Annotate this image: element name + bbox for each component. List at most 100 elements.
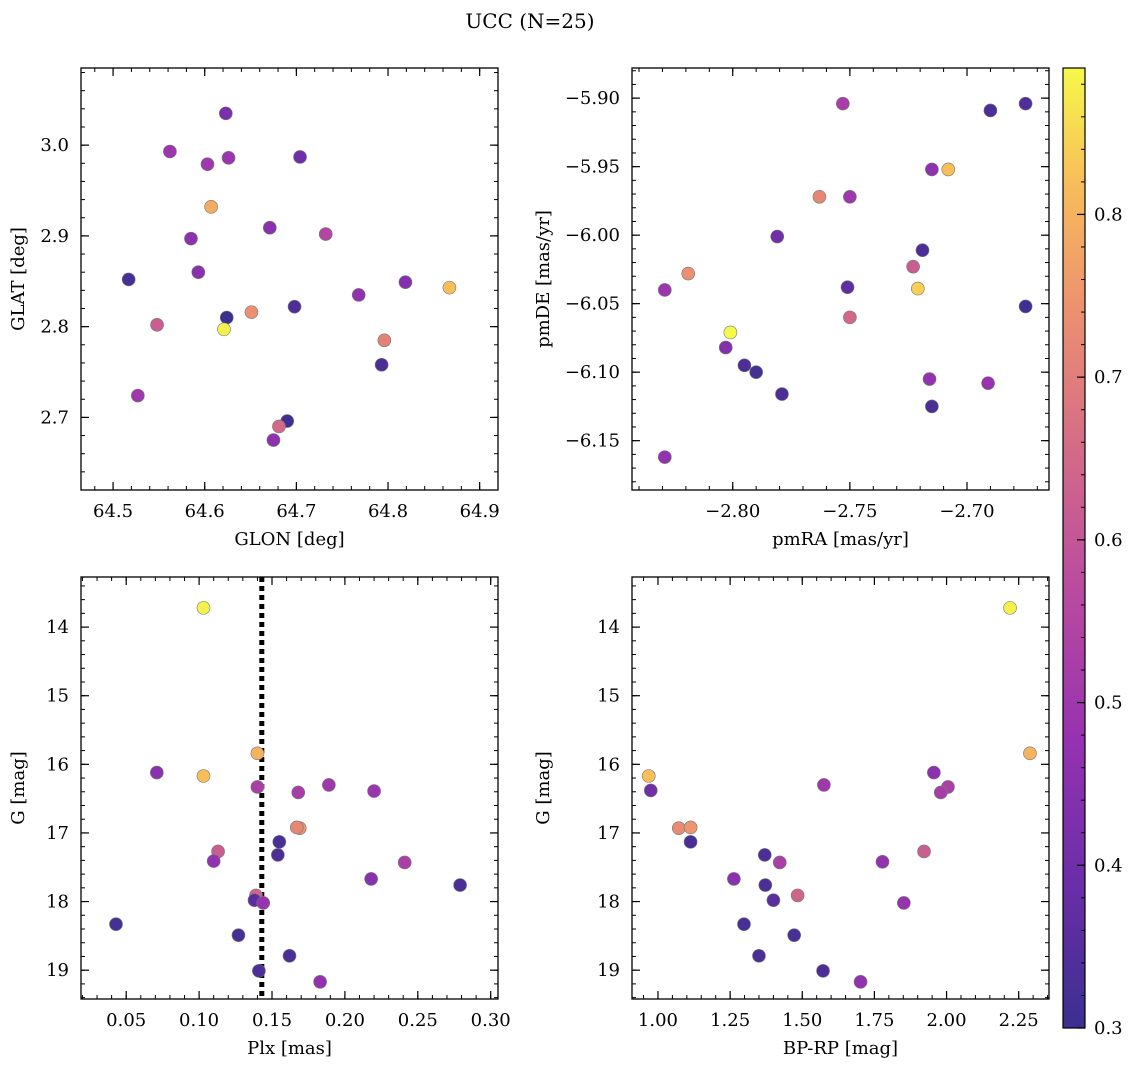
scatter-point [922,372,937,386]
scatter-point [289,820,304,835]
scatter-point [933,785,948,800]
y-tick-label: 2.9 [40,226,69,247]
y-axis-label: pmDE [mas/yr] [533,210,554,348]
scatter-point [262,220,277,235]
scatter-point [817,778,831,792]
scatter-point [244,305,259,319]
scatter-point [816,964,830,978]
scatter-point [271,848,285,862]
scatter-point [1018,96,1033,111]
x-tick-label: 64.6 [185,501,225,522]
x-tick-label: 64.7 [276,501,316,522]
y-tick-label: 17 [597,823,620,844]
scatter-point [840,280,855,295]
x-tick-label: −2.80 [705,501,760,522]
x-tick-label: −2.70 [939,501,994,522]
scatter-point [772,855,787,870]
scatter-point [843,310,857,325]
y-tick-label: 17 [46,823,69,844]
colorbar-tick-label: 0.8 [1094,204,1123,225]
scatter-point [718,340,733,355]
scatter-point [221,151,236,165]
y-tick-label: 16 [597,754,620,775]
y-tick-label: −6.00 [565,225,620,246]
scatter-point [272,835,287,849]
scatter-point [150,318,164,332]
scatter-point [121,272,136,287]
panels: 64.5 64.6 64.7 64.8 64.9 2.7 2.8 2.9 3.0 GLON [de… [8,67,1050,1059]
scatter-point [897,896,911,910]
scatter-point [291,785,306,800]
y-tick-label: 16 [46,754,69,775]
scatter-point [367,784,381,798]
scatter-point [206,854,221,868]
y-tick-label: 14 [46,617,69,638]
x-axis-label: pmRA [mas/yr] [772,529,909,550]
scatter-point [1003,601,1017,615]
scatter-point [318,227,333,241]
scatter-point [453,878,467,892]
scatter-point [377,333,392,348]
y-axis-label: G [mag] [533,751,554,824]
y-tick-label: −6.10 [565,362,620,383]
scatter-point [917,844,931,859]
scatter-point [217,322,231,337]
x-tick-label: 1.50 [782,1010,822,1031]
y-tick-label: −5.90 [565,88,620,109]
panel-1: 64.5 64.6 64.7 64.8 64.9 2.7 2.8 2.9 3.0 GLON [de… [8,67,500,550]
scatter-point [364,872,378,886]
scatter-point [641,769,656,783]
scatter-point [983,103,998,118]
scatter-point [351,288,366,302]
x-axis-label: GLON [deg] [234,529,344,550]
x-tick-label: 0.25 [398,1010,438,1031]
colorbar: 0.3 0.4 0.5 0.6 0.7 0.8 [1062,67,1123,1039]
x-tick-label: 0.05 [106,1010,146,1031]
y-tick-label: 15 [597,686,620,707]
axes-frame [631,576,1050,1000]
scatter-point [752,948,766,963]
scatter-point [322,778,336,792]
figure-title: UCC (N=25) [465,9,594,33]
scatter-point [727,872,741,886]
scatter-point [282,948,297,963]
colorbar-tick-label: 0.5 [1094,693,1123,714]
scatter-point [398,275,413,289]
y-tick-label: 15 [46,686,69,707]
scatter-point [981,376,995,390]
scatter-point [250,780,265,794]
scatter-point [683,820,698,835]
scatter-point [766,893,781,907]
scatter-point [671,821,686,835]
scatter-point [758,878,773,892]
scatter-point [836,96,850,111]
panel-2: −2.80 −2.75 −2.70 −6.15 −6.10 −6.05 −6.00 −5.95… [533,67,1050,550]
y-tick-label: 19 [597,960,620,981]
y-tick-label: 14 [597,617,620,638]
x-tick-label: 1.75 [854,1010,894,1031]
scatter-point [184,231,198,246]
scatter-point [843,189,857,204]
scatter-point [812,189,827,204]
y-tick-label: 3.0 [40,135,69,156]
scatter-point [231,928,246,942]
axes-frame [80,67,499,491]
scatter-point [737,917,751,932]
axes-frame [80,576,499,1000]
scatter-point [250,746,265,761]
scatter-point [681,266,696,281]
scatter-point [266,433,281,447]
colorbar-tick-label: 0.3 [1094,1018,1123,1039]
scatter-point [790,888,805,903]
y-tick-label: 18 [597,892,620,913]
colorbar-tick-label: 0.7 [1094,367,1123,388]
x-tick-label: 64.9 [460,501,500,522]
x-axis-label: BP-RP [mag] [783,1038,898,1059]
x-tick-label: 64.5 [93,501,133,522]
y-tick-label: 18 [46,892,69,913]
scatter-point [906,259,920,274]
x-tick-label: 1.00 [638,1010,678,1031]
scatter-point [853,975,868,989]
scatter-point [723,325,738,340]
scatter-point [657,450,672,464]
